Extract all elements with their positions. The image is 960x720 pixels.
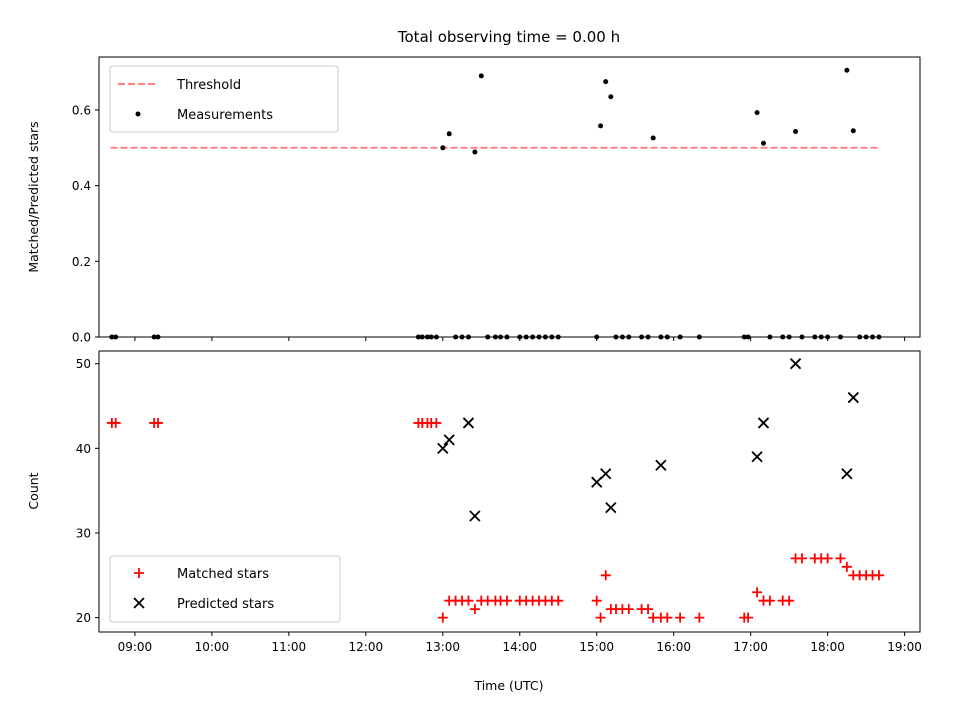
matched-stars-point [694,612,705,623]
bottom-legend-box [109,555,341,623]
top-y-tick-label: 0.2 [72,255,91,269]
bottom-x-tick-label: 10:00 [195,640,230,654]
matched-stars-legend-swatch [134,568,144,578]
matched-stars-legend-label: Matched stars [177,567,269,582]
bottom-x-tick-label: 15:00 [579,640,614,654]
measurement-point [478,73,484,79]
top-y-tick-label: 0.0 [72,331,91,345]
measurement-point [844,67,850,73]
matched-stars-point [784,595,795,606]
bottom-y-tick-label: 30 [76,526,91,540]
predicted-stars-legend-swatch [133,597,145,609]
matched-stars-point [501,595,512,606]
measurement-point [650,135,656,141]
bottom-y-tick-label: 40 [76,442,91,456]
matched-stars-point [437,612,448,623]
bottom-x-tick-label: 17:00 [733,640,768,654]
bottom-panel: Count Time (UTC) 20 30 40 50 09:00 10:00 11:0… [26,350,922,693]
matched-stars-point [841,561,852,572]
bottom-plot-marks [106,358,884,623]
matched-stars-point [873,570,884,581]
matched-stars-point [591,595,602,606]
matched-stars-point [743,612,754,623]
matched-stars-point [595,612,606,623]
matched-stars-point [796,553,807,564]
matched-stars-point [553,595,564,606]
matched-stars-point [623,604,634,615]
measurement-point [440,145,446,151]
bottom-x-tick-label: 11:00 [272,640,307,654]
matched-stars-point [463,595,474,606]
measurements-legend-swatch [135,111,141,117]
threshold-legend-label: Threshold [176,78,241,93]
predicted-stars-point [443,434,455,446]
top-y-ticks: 0.0 0.2 0.4 0.6 [72,103,99,345]
matched-stars-point [153,417,164,428]
bottom-x-tick-label: 12:00 [349,640,384,654]
bottom-y-axis-label: Count [26,472,41,509]
predicted-stars-point [591,476,603,488]
measurement-point [446,131,452,137]
predicted-stars-point [605,501,617,514]
matched-stars-point [835,553,846,564]
measurement-point [472,149,478,155]
top-y-axis-label: Matched/Predicted stars [26,121,41,272]
bottom-x-tick-label: 18:00 [810,640,845,654]
measurement-point [760,140,766,146]
bottom-y-ticks: 20 30 40 50 [76,357,99,625]
top-legend: Threshold Measurements [109,65,339,133]
predicted-stars-legend-label: Predicted stars [177,597,274,612]
bottom-x-tick-label: 19:00 [887,640,922,654]
top-legend-box [109,65,339,133]
predicted-stars-point [462,417,475,429]
measurement-point [754,110,760,116]
matched-stars-point [752,587,763,598]
predicted-stars-point [469,510,481,522]
top-panel: Total observing time = 0.00 h Matched/Pr… [26,28,921,345]
matched-stars-point [662,612,673,623]
top-chart-title: Total observing time = 0.00 h [397,28,620,46]
predicted-stars-point [757,417,770,429]
bottom-x-tick-label: 09:00 [118,640,153,654]
predicted-stars-point [751,451,763,463]
predicted-stars-point [437,442,449,454]
measurement-point [793,129,799,135]
matched-stars-point [110,417,121,428]
matched-stars-point [431,417,442,428]
bottom-x-axis-label: Time (UTC) [473,678,543,693]
predicted-stars-point [789,358,802,370]
matched-stars-point [643,604,654,615]
bottom-y-tick-label: 20 [76,611,91,625]
matched-stars-point [675,612,686,623]
predicted-stars-point [655,459,667,471]
predicted-stars-point [841,468,853,480]
bottom-y-tick-label: 50 [76,357,91,371]
top-y-tick-label: 0.4 [72,179,91,193]
measurements-legend-label: Measurements [177,108,273,123]
bottom-x-tick-label: 16:00 [656,640,691,654]
bottom-x-tick-label: 14:00 [502,640,537,654]
predicted-stars-point [847,391,859,404]
matched-stars-point [469,604,480,615]
matched-stars-point [600,570,611,581]
top-y-tick-label: 0.6 [72,103,91,117]
measurement-point [850,128,856,134]
bottom-axes-frame [98,350,921,633]
matched-stars-point [764,595,775,606]
measurement-point [603,79,609,85]
bottom-x-tick-label: 13:00 [425,640,460,654]
matched-stars-point [822,553,833,564]
bottom-legend: Matched stars Predicted stars [109,555,341,623]
bottom-x-ticks: 09:00 10:00 11:00 12:00 13:00 14:00 15:00 16:00… [118,632,922,654]
top-axes-frame [98,56,921,338]
measurement-point [608,94,614,100]
measurement-point [598,123,604,129]
predicted-stars-point [600,468,612,480]
